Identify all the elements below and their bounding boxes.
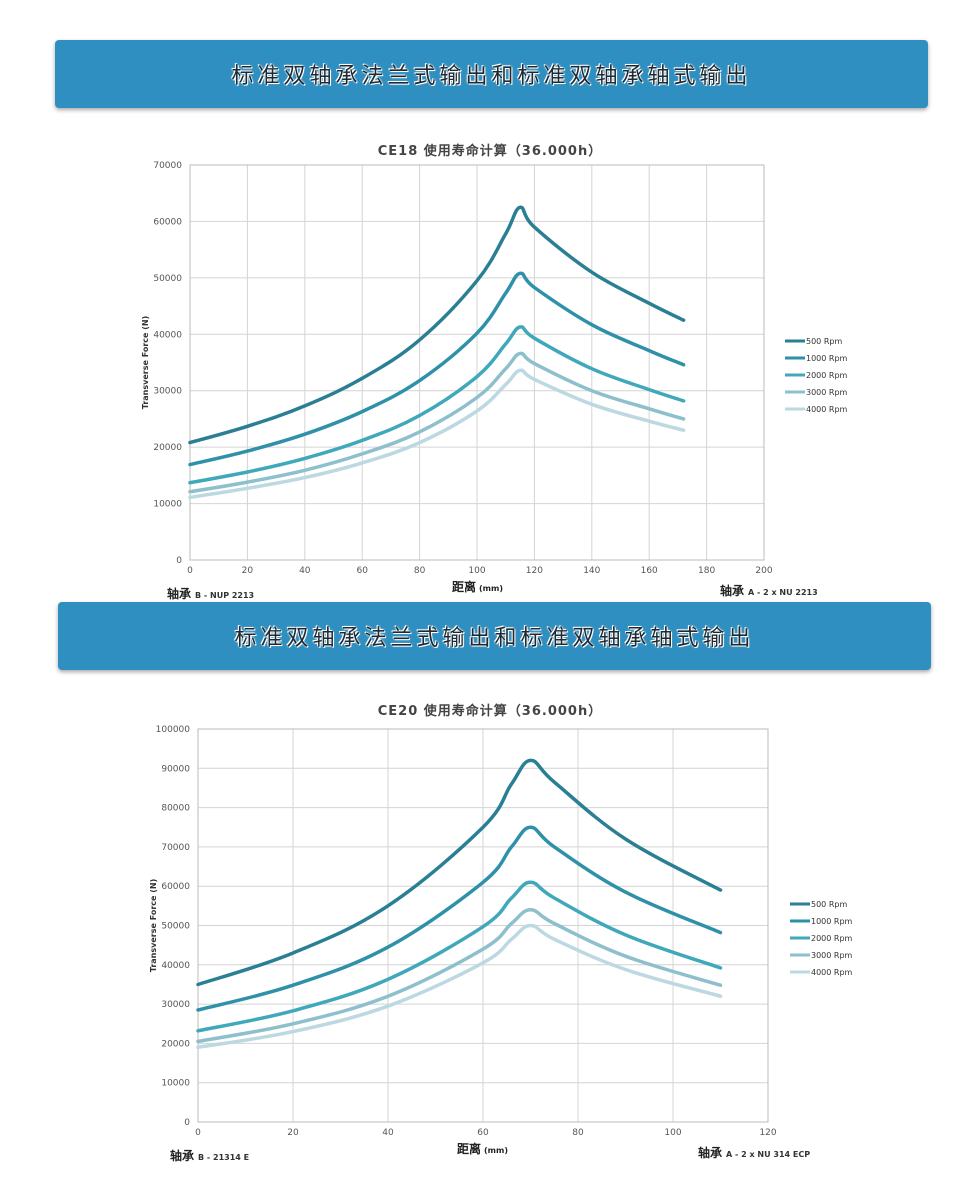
y-tick-label: 70000	[161, 843, 190, 853]
bearing-b-title: 轴承	[170, 1149, 195, 1163]
section-banner-2: 标准双轴承法兰式输出和标准双轴承轴式输出	[58, 602, 931, 670]
x-tick-label: 40	[382, 1128, 394, 1138]
legend-label: 3000 Rpm	[811, 951, 853, 960]
bearing-a-title: 轴承	[720, 584, 745, 598]
y-tick-label: 80000	[161, 804, 190, 814]
chart-ce18: CE18 使用寿命计算（36.000h） 0 20 40 60 80 100 120 140 1…	[0, 130, 980, 605]
x-tick-label: 140	[583, 566, 600, 576]
chart-ce20: CE20 使用寿命计算（36.000h） 0 20 40 60 80 100 120 0 100…	[0, 690, 980, 1170]
series-line	[196, 908, 723, 1044]
bearing-b-value: B - 21314 E	[198, 1153, 250, 1162]
x-tick-label: 160	[641, 566, 658, 576]
x-axis-label-unit: (mm)	[479, 584, 503, 593]
series-line	[196, 880, 723, 1033]
x-axis-label-main: 距离	[452, 580, 477, 594]
chart-ce18-plot: 0 20 40 60 80 100 120 140 160 180 200 0 10000 20000 30…	[141, 161, 848, 576]
x-tick-label: 80	[414, 566, 426, 576]
bearing-b-value: B - NUP 2213	[195, 591, 255, 600]
x-tick-label: 120	[759, 1128, 776, 1138]
y-tick-label: 20000	[161, 1039, 190, 1049]
banner-title-2: 标准双轴承法兰式输出和标准双轴承轴式输出	[234, 626, 755, 651]
legend-label: 3000 Rpm	[806, 388, 848, 397]
series-line	[188, 271, 686, 467]
x-tick-label: 0	[195, 1128, 201, 1138]
x-tick-label: 20	[287, 1128, 299, 1138]
bearing-b-label: 轴承 B - NUP 2213	[167, 585, 254, 602]
x-tick-label: 100	[664, 1128, 681, 1138]
x-tick-label: 120	[526, 566, 543, 576]
x-tick-label: 0	[187, 566, 193, 576]
y-tick-label: 0	[176, 556, 182, 566]
y-axis-label: Transverse Force (N)	[149, 879, 158, 972]
x-tick-label: 80	[572, 1128, 584, 1138]
x-tick-label: 60	[356, 566, 368, 576]
x-tick-label: 100	[468, 566, 485, 576]
bearing-a-label: 轴承 A - 2 x NU 314 ECP	[698, 1144, 810, 1161]
series-line	[188, 325, 686, 485]
legend-label: 1000 Rpm	[811, 917, 853, 926]
x-tick-label: 40	[299, 566, 311, 576]
y-tick-label: 40000	[153, 330, 182, 340]
y-tick-label: 60000	[153, 217, 182, 227]
bearing-a-title: 轴承	[698, 1146, 723, 1160]
x-axis-label: 距离 (mm)	[457, 1140, 508, 1157]
x-tick-label: 60	[477, 1128, 489, 1138]
legend-label: 4000 Rpm	[806, 405, 848, 414]
x-tick-label: 20	[242, 566, 254, 576]
bearing-a-value: A - 2 x NU 314 ECP	[726, 1150, 811, 1159]
x-tick-label: 200	[755, 566, 772, 576]
legend-label: 2000 Rpm	[806, 371, 848, 380]
y-tick-label: 70000	[153, 161, 182, 171]
y-tick-label: 50000	[161, 922, 190, 932]
chart-title: CE20 使用寿命计算（36.000h）	[377, 704, 603, 719]
plot-frame	[197, 728, 769, 1123]
y-tick-label: 20000	[153, 443, 182, 453]
series-line	[188, 351, 686, 494]
y-tick-label: 30000	[153, 387, 182, 397]
y-tick-label: 30000	[161, 1000, 190, 1010]
plot-frame	[189, 164, 765, 561]
bearing-a-label: 轴承 A - 2 x NU 2213	[720, 582, 818, 599]
legend-label: 500 Rpm	[806, 337, 842, 346]
x-axis-label-unit: (mm)	[484, 1146, 508, 1155]
x-tick-label: 180	[698, 566, 715, 576]
series-line	[188, 368, 686, 500]
x-axis-label-main: 距离	[457, 1142, 482, 1156]
y-tick-label: 40000	[161, 961, 190, 971]
bearing-b-title: 轴承	[167, 587, 192, 601]
y-tick-label: 100000	[156, 725, 191, 735]
y-tick-label: 60000	[161, 882, 190, 892]
section-banner-1: 标准双轴承法兰式输出和标准双轴承轴式输出	[55, 40, 928, 108]
bearing-b-label: 轴承 B - 21314 E	[170, 1147, 249, 1164]
series-line	[196, 923, 723, 1050]
chart-ce20-plot: 0 20 40 60 80 100 120 0 10000 20000 30000 40000 5000…	[149, 725, 853, 1138]
bearing-a-value: A - 2 x NU 2213	[748, 588, 818, 597]
y-tick-label: 0	[184, 1118, 190, 1128]
series-line	[188, 205, 686, 445]
y-tick-label: 50000	[153, 274, 182, 284]
banner-title-1: 标准双轴承法兰式输出和标准双轴承轴式输出	[231, 64, 752, 89]
legend-label: 500 Rpm	[811, 900, 847, 909]
y-tick-label: 90000	[161, 764, 190, 774]
y-axis-label: Transverse Force (N)	[141, 316, 150, 409]
y-tick-label: 10000	[161, 1079, 190, 1089]
legend-label: 4000 Rpm	[811, 968, 853, 977]
series-line	[196, 825, 723, 1012]
legend-label: 2000 Rpm	[811, 934, 853, 943]
chart-title: CE18 使用寿命计算（36.000h）	[377, 144, 603, 159]
x-axis-label: 距离 (mm)	[452, 578, 503, 595]
y-tick-label: 10000	[153, 500, 182, 510]
series-line	[196, 758, 723, 987]
legend-label: 1000 Rpm	[806, 354, 848, 363]
